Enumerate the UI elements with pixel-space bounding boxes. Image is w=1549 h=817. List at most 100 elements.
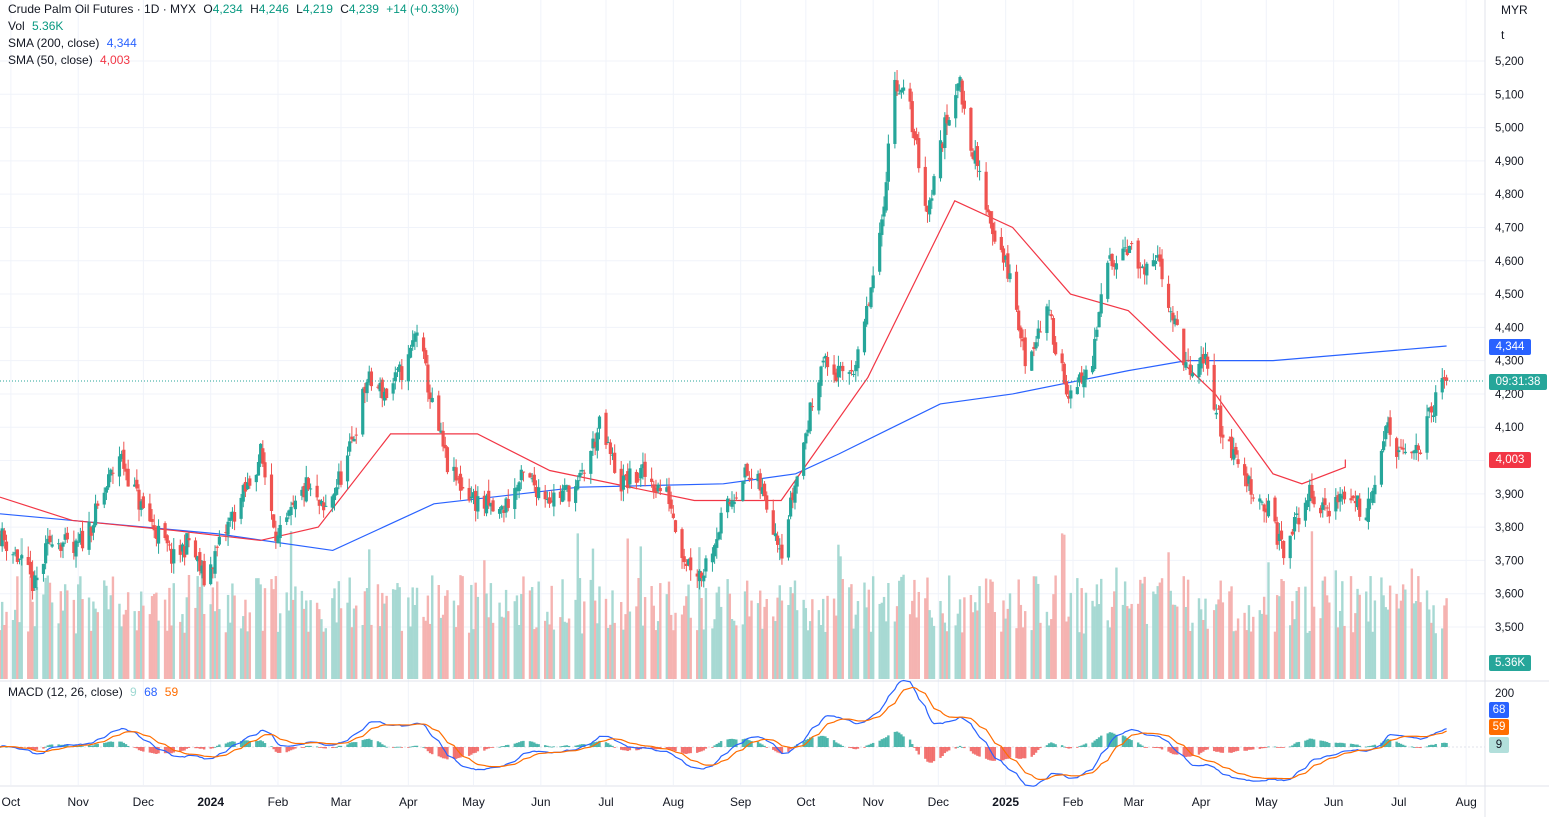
- macd-histogram-bar: [196, 747, 199, 749]
- candle-body: [545, 499, 549, 501]
- macd-histogram-bar: [1015, 747, 1018, 759]
- candle-body: [821, 360, 825, 363]
- time-axis-label: Feb: [1063, 795, 1084, 809]
- candle-body: [319, 500, 324, 505]
- candle-body: [474, 490, 478, 511]
- volume-bar: [335, 622, 338, 679]
- candle-body: [699, 572, 704, 579]
- candle-body: [1219, 405, 1223, 437]
- macd-label: MACD (12, 26, close): [8, 685, 123, 699]
- candle-body: [867, 304, 871, 306]
- candle-body: [109, 469, 113, 476]
- candle-body: [2, 530, 6, 541]
- macd-histogram-bar: [915, 747, 918, 751]
- macd-histogram-bar: [381, 744, 384, 747]
- currency-label[interactable]: MYR: [1501, 3, 1528, 17]
- volume-bar: [665, 594, 669, 679]
- volume-bar: [1130, 603, 1133, 679]
- candle-body: [1182, 328, 1186, 366]
- candle-body: [230, 511, 235, 520]
- macd-histogram-bar: [924, 747, 927, 759]
- volume-bar: [400, 630, 404, 679]
- volume-bar: [294, 586, 297, 679]
- macd-histogram-bar: [370, 739, 373, 747]
- volume-bar: [1321, 580, 1324, 679]
- macd-signal-tag: 59: [1489, 719, 1509, 735]
- time-axis-label: Nov: [68, 795, 89, 809]
- macd-histogram-bar: [1343, 743, 1346, 747]
- candle-body: [1247, 476, 1251, 484]
- candle-body: [513, 488, 517, 510]
- candle-body: [439, 430, 443, 433]
- volume-bar: [639, 546, 642, 679]
- volume-bar: [274, 576, 278, 679]
- volume-bar: [550, 585, 553, 679]
- volume-bar: [1108, 627, 1112, 679]
- candle-body: [1140, 266, 1145, 268]
- candle-body: [1338, 493, 1342, 502]
- volume-bar: [563, 621, 566, 679]
- candle-body: [884, 182, 888, 211]
- macd-histogram-bar: [87, 745, 91, 747]
- candle-body: [1295, 513, 1299, 515]
- macd-histogram-bar: [96, 743, 99, 747]
- volume-bar: [802, 599, 805, 679]
- candle-body: [476, 496, 480, 512]
- macd-histogram-bar: [500, 746, 503, 748]
- volume-bar: [337, 581, 341, 679]
- volume-bar: [1247, 605, 1251, 679]
- macd-histogram-bar: [869, 743, 873, 747]
- candle-body: [1258, 498, 1262, 502]
- macd-histogram-bar: [239, 740, 243, 747]
- volume-bar: [911, 600, 914, 679]
- volume-bar: [1191, 622, 1194, 679]
- macd-histogram-bar: [1249, 747, 1253, 750]
- macd-histogram-bar: [103, 742, 106, 747]
- candle-body: [938, 140, 943, 179]
- macd-histogram-bar: [1367, 746, 1370, 747]
- volume-bar: [900, 576, 903, 679]
- candle-body: [834, 372, 838, 382]
- volume-bar: [1443, 605, 1446, 679]
- macd-histogram-bar: [318, 747, 321, 748]
- time-axis-label: Mar: [1123, 795, 1144, 809]
- volume-bar: [411, 587, 414, 679]
- volume-bar: [437, 585, 440, 679]
- candle-body: [180, 544, 185, 552]
- candle-body: [1175, 319, 1179, 325]
- volume-bar: [307, 631, 310, 679]
- candle-body: [1251, 497, 1255, 499]
- macd-histogram-bar: [320, 747, 323, 748]
- macd-histogram-bar: [274, 747, 278, 752]
- macd-histogram-bar: [893, 731, 897, 747]
- volume-bar: [172, 583, 175, 679]
- volume-bar: [1265, 614, 1268, 679]
- volume-bar: [446, 590, 449, 679]
- macd-histogram-bar: [168, 747, 171, 753]
- macd-histogram-bar: [183, 747, 186, 751]
- macd-histogram-bar: [711, 747, 714, 748]
- volume-bar: [841, 579, 844, 679]
- unit-label[interactable]: t: [1501, 28, 1505, 42]
- macd-histogram-bar: [1215, 747, 1218, 752]
- volume-bar: [1212, 610, 1216, 679]
- volume-bar: [1006, 608, 1010, 679]
- volume-bar: [974, 602, 977, 679]
- volume-bar: [137, 610, 141, 679]
- candle-body: [1062, 363, 1066, 384]
- candle-body: [274, 531, 278, 542]
- volume-bar: [589, 579, 592, 679]
- volume-bar: [1037, 583, 1040, 679]
- candle-body: [928, 200, 932, 215]
- volume-bar: [685, 596, 688, 679]
- candle-body: [398, 364, 402, 372]
- candle-body: [680, 529, 684, 558]
- macd-histogram-bar: [885, 737, 888, 747]
- volume-bar: [641, 625, 645, 679]
- candle-body: [1014, 271, 1019, 310]
- candle-body: [1266, 500, 1271, 517]
- candle-body: [1216, 408, 1221, 410]
- macd-histogram-bar: [198, 747, 202, 749]
